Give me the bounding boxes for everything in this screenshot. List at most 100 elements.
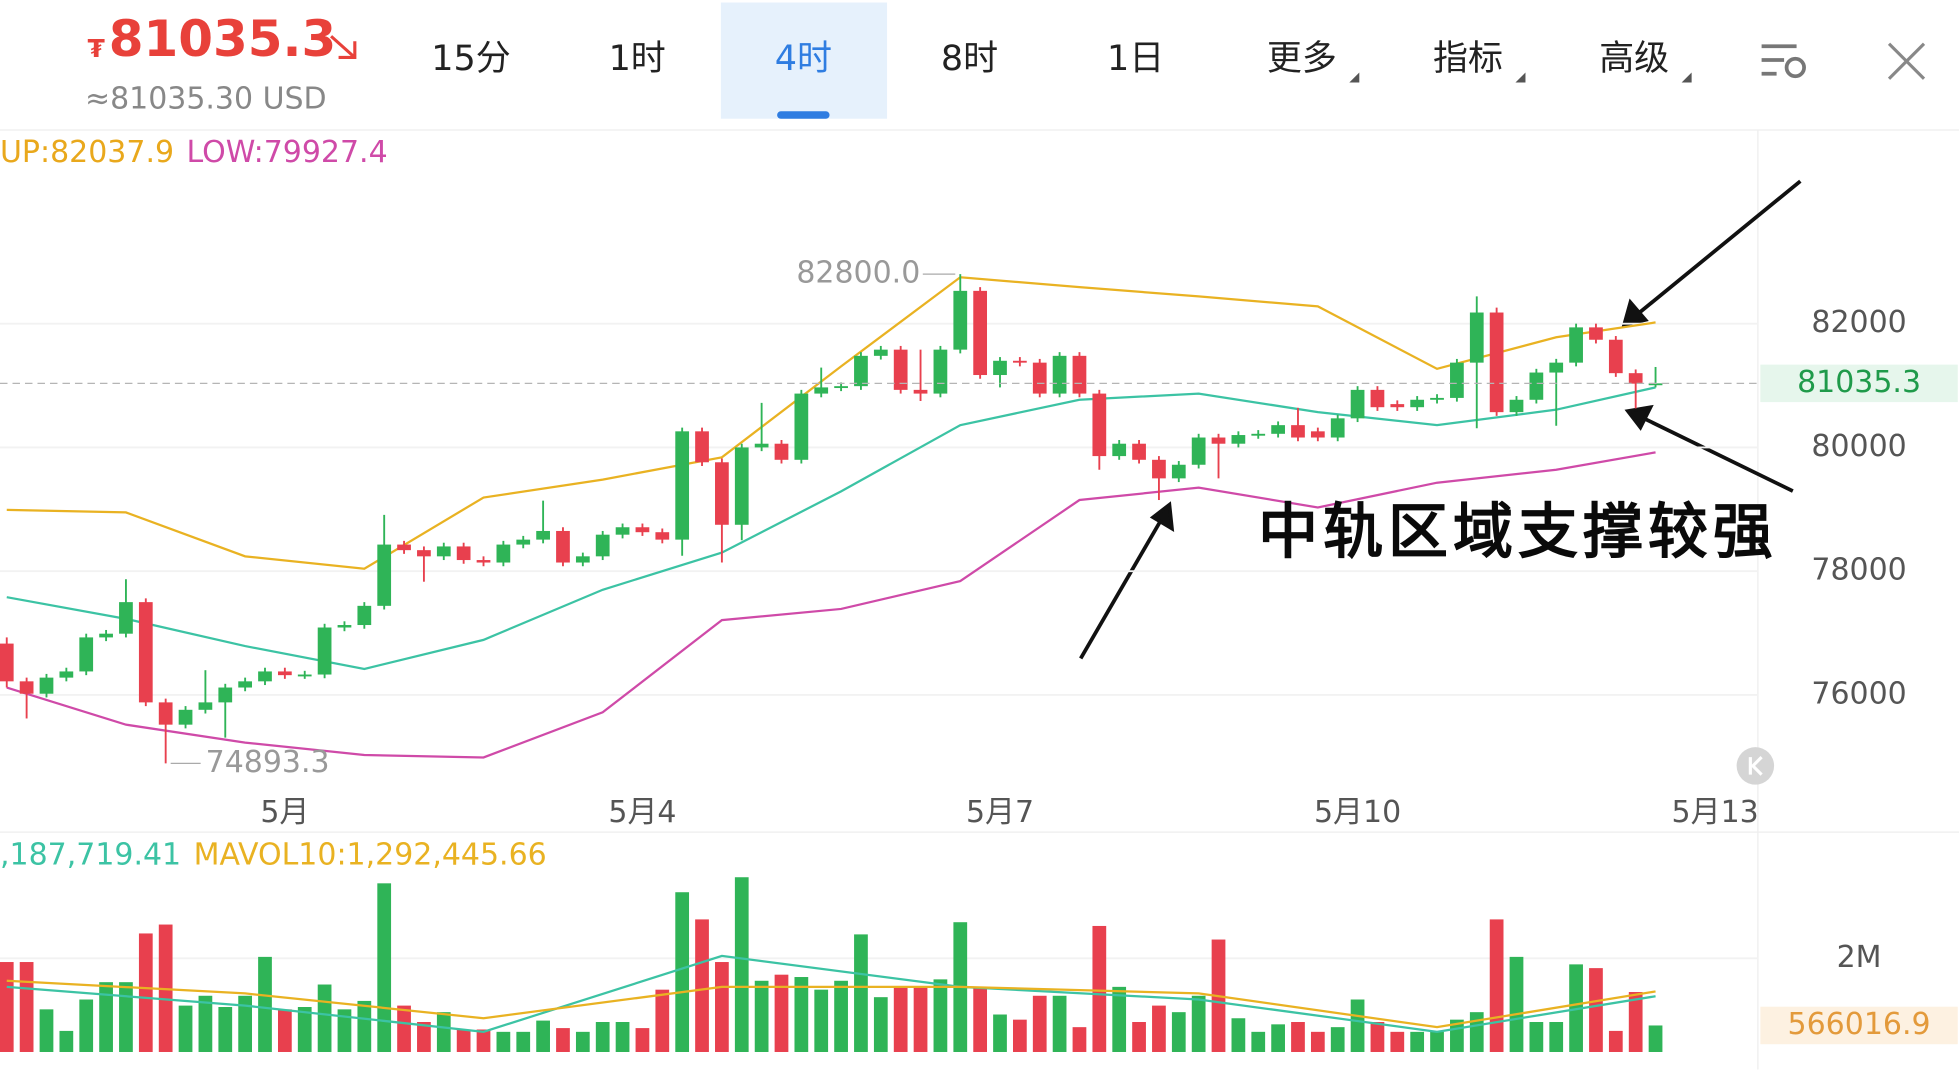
volume-bar [873, 997, 888, 1052]
legend-entry: MAVOL10:1,292,445.66 [194, 837, 547, 872]
legend-entry: ,187,719.41 [0, 837, 181, 872]
candle-body [1608, 339, 1623, 374]
candle-body [377, 544, 392, 606]
candle-body [1251, 433, 1266, 436]
y-tick-label: 82000 [1811, 305, 1906, 340]
volume-bar [1231, 1018, 1246, 1052]
volume-bar [1549, 1022, 1564, 1052]
volume-bar [1489, 919, 1504, 1052]
volume-bar [595, 1022, 610, 1052]
volume-bar [39, 1009, 54, 1052]
candle-body [476, 560, 491, 563]
candle-body [337, 625, 352, 628]
annotation-arrows [1079, 179, 1802, 660]
volume-ma-line [6, 954, 1656, 1033]
timeframe-tab[interactable]: 指标 [1433, 39, 1503, 79]
volume-bar [1330, 1027, 1345, 1052]
timeframe-tab[interactable]: 4时 [775, 39, 832, 79]
timeframe-tab[interactable]: 15分 [431, 39, 510, 79]
candle-body [834, 386, 848, 389]
volume-bar [1032, 995, 1047, 1052]
volume-bar [138, 933, 153, 1052]
high-label: 82800.0 [796, 256, 920, 291]
candle-body [615, 527, 630, 535]
volume-bar [357, 1000, 372, 1052]
candle-body [1350, 389, 1365, 419]
volume-bar [238, 995, 253, 1052]
candle-body [1430, 397, 1444, 400]
close-icon[interactable] [1887, 42, 1926, 80]
candle-body [1072, 355, 1087, 394]
approx-price: ≈81035.30 USD [85, 81, 327, 116]
candle-body [1310, 431, 1325, 438]
timeframe-tab[interactable]: 1时 [609, 39, 666, 79]
volume-bar [1132, 1022, 1146, 1052]
reset-icon [1748, 756, 1763, 776]
candle-body [1628, 373, 1643, 384]
volume-bar [1410, 1031, 1425, 1052]
volume-bar [377, 883, 392, 1052]
legend-entry: LOW:79927.4 [187, 135, 388, 170]
candle-body [119, 602, 133, 634]
timeframe-tab[interactable]: 高级 [1599, 39, 1669, 79]
volume-bar [337, 1009, 352, 1052]
timeframe-tab[interactable]: 8时 [941, 39, 998, 79]
volume-bar [655, 989, 670, 1052]
volume-bar [973, 986, 988, 1052]
candle-body [655, 532, 670, 540]
candle-body [1152, 459, 1166, 479]
candle-body [496, 544, 511, 563]
volume-bar [1052, 995, 1067, 1052]
volume-bar [99, 982, 113, 1052]
candle-body [1489, 312, 1504, 413]
price-chart: 76000 78000 80000 82000 5月 5月4 5月7 5月10 5月13 UP:8… [0, 135, 1958, 830]
menu-caret [1681, 72, 1692, 83]
volume-bar [754, 980, 769, 1052]
x-tick-label: 5月7 [966, 795, 1034, 830]
candle-body [1191, 437, 1206, 465]
candle-body [357, 605, 372, 626]
volume-chart: 2M ,187,719.41 MAVOL10:1,292,445.66 566016.… [0, 837, 1958, 1052]
candle-body [297, 674, 312, 677]
volume-bar [1191, 995, 1206, 1052]
volume-bar [834, 980, 848, 1052]
last-volume-label: 566016.9 [1788, 1007, 1931, 1042]
settings-icon[interactable] [1761, 44, 1806, 79]
volume-bar [734, 877, 749, 1052]
candle-body [993, 360, 1007, 376]
volume-bar [913, 986, 928, 1052]
candle-body [794, 393, 809, 460]
candle-body [178, 709, 193, 725]
x-tick-label: 5月10 [1314, 795, 1401, 830]
candle-body [953, 290, 968, 350]
candle-body [536, 530, 550, 540]
volume-bar [1350, 999, 1365, 1052]
candle-body [99, 633, 113, 638]
candle-body [734, 447, 749, 525]
candle-body [873, 349, 888, 356]
currency-symbol: ₮ [87, 34, 105, 63]
candle-body [1092, 393, 1107, 457]
volume-bar [575, 1031, 590, 1052]
candle-body [0, 643, 14, 682]
candle-body [1509, 399, 1524, 413]
reset-button[interactable] [1736, 747, 1775, 785]
candle-body [258, 671, 272, 682]
volume-bar [436, 1012, 451, 1052]
candle-body [59, 671, 74, 678]
volume-bar [556, 1028, 570, 1052]
volume-bar [715, 962, 729, 1052]
candle-body [456, 546, 471, 561]
candle-body [19, 681, 34, 694]
volume-bar [1370, 1022, 1385, 1052]
candle-body [198, 702, 213, 710]
timeframe-tab[interactable]: 1日 [1107, 39, 1164, 79]
timeframe-tab[interactable]: 更多 [1267, 39, 1337, 79]
volume-bar [1152, 1005, 1166, 1052]
volume-bar [1171, 1012, 1186, 1052]
candle-body [635, 527, 650, 533]
annotation-text: 中轨区域支撑较强 [1258, 498, 1778, 568]
candle-body [695, 431, 709, 463]
